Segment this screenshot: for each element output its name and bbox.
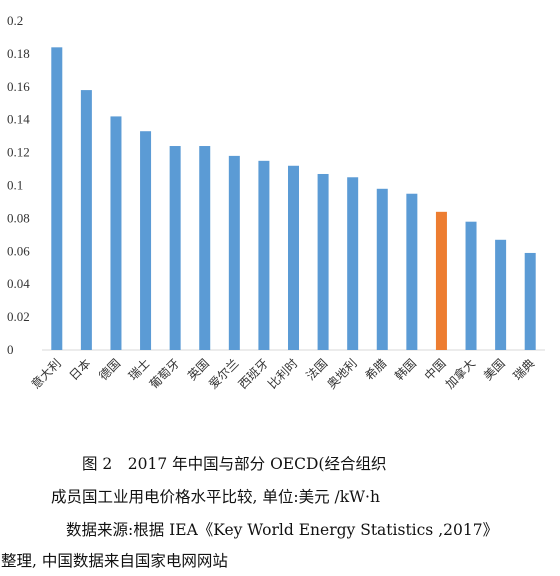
bar-4 [169, 146, 181, 350]
y-tick-label: 0.1 [7, 178, 23, 193]
y-tick-label: 0 [7, 342, 14, 357]
figure-source-line-2: 整理, 中国数据来自国家电网网站 [1, 552, 228, 570]
bar-5 [199, 146, 211, 350]
y-tick-label: 0.02 [7, 309, 30, 324]
bar-3 [140, 131, 152, 350]
bar-10 [347, 177, 359, 350]
bar-8 [288, 165, 299, 350]
x-tick-label: 葡萄牙 [147, 356, 182, 391]
bar-2 [110, 116, 122, 350]
bar-1 [80, 90, 92, 350]
y-tick-label: 0.16 [7, 79, 30, 94]
x-tick-label: 希腊 [362, 356, 390, 384]
x-tick-label: 西班牙 [236, 356, 271, 391]
x-tick-label: 德国 [96, 356, 124, 384]
x-tick-label: 爱尔兰 [205, 356, 241, 392]
y-tick-label: 0.12 [7, 145, 30, 160]
bar-chart: 00.020.040.060.080.10.120.140.160.180.2 … [7, 13, 545, 392]
x-tick-label: 日本 [67, 356, 94, 383]
x-tick-label: 意大利 [28, 356, 64, 392]
figure-source-line-1: 数据来源:根据 IEA《Key World Energy Statistics … [66, 521, 499, 539]
x-tick-label: 加拿大 [442, 356, 478, 392]
bar-15 [495, 239, 507, 350]
x-tick-label: 美国 [481, 356, 508, 383]
bar-16 [524, 252, 536, 350]
y-axis-ticks: 0 0.02 0.04 0.06 0.08 0.1 0.12 0.14 0.16 0.18 0.2 [7, 13, 30, 357]
bar-7 [258, 160, 270, 350]
y-tick-label: 0.06 [7, 243, 30, 258]
y-tick-label: 0.14 [7, 112, 30, 127]
figure-caption-line-2: 成员国工业用电价格水平比较, 单位:美元 /kW·h [51, 488, 380, 506]
bar-14 [465, 221, 477, 350]
x-tick-label: 奥地利 [324, 356, 359, 391]
bars [51, 47, 536, 350]
bar-13 [435, 211, 447, 350]
bar-6 [228, 155, 240, 350]
y-tick-label: 0.08 [7, 210, 30, 225]
figure-caption-line-1: 图 2 2017 年中国与部分 OECD(经合组织 [82, 455, 387, 473]
bar-11 [376, 188, 388, 350]
y-tick-label: 0.2 [7, 13, 23, 28]
bar-9 [317, 173, 329, 350]
x-axis-tick-labels: 意大利 日本 德国 瑞士葡萄牙 英国爱尔兰西班牙比利时 法国奥地利 希腊 韩国 中国加拿大 美国瑞… [28, 356, 537, 392]
y-tick-label: 0.04 [7, 276, 30, 291]
x-tick-label: 韩国 [391, 356, 419, 384]
x-tick-label: 瑞典 [510, 356, 537, 383]
bar-12 [406, 193, 418, 350]
x-tick-label: 比利时 [265, 356, 300, 391]
y-tick-label: 0.18 [7, 46, 30, 61]
bar-0 [51, 47, 63, 350]
